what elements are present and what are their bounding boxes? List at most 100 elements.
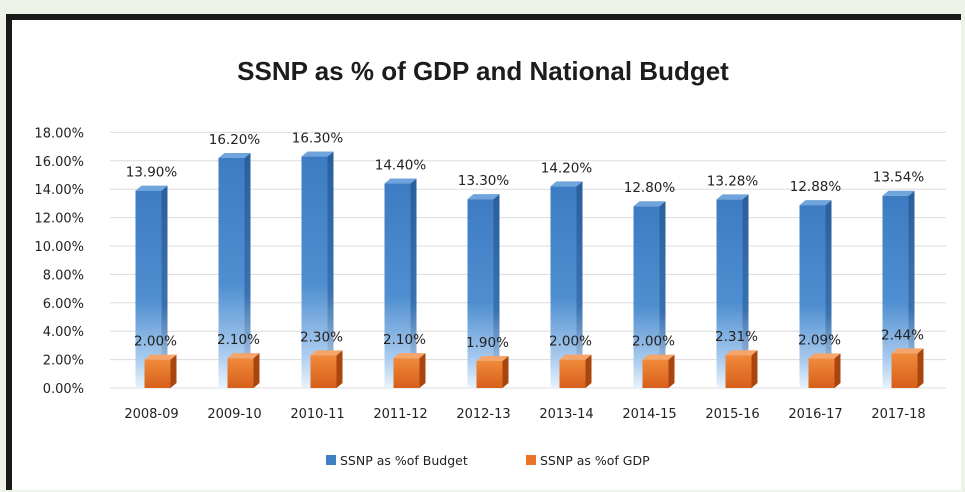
x-tick-label: 2009-10 bbox=[207, 407, 261, 422]
bar-top bbox=[808, 353, 841, 359]
bar-side bbox=[668, 354, 675, 388]
data-label-gdp: 2.00% bbox=[134, 334, 177, 350]
bar-budget-2010-11 bbox=[301, 151, 334, 388]
y-tick-label: 0.00% bbox=[43, 382, 84, 397]
bar-top bbox=[476, 356, 509, 362]
bar-budget-2009-10 bbox=[218, 152, 251, 388]
bar-gdp-2017-18 bbox=[891, 348, 924, 388]
bar-side bbox=[161, 185, 168, 388]
bar-gdp-2013-14 bbox=[559, 354, 592, 388]
legend: SSNP as %of Budget SSNP as %of GDP bbox=[326, 453, 650, 468]
bar-top bbox=[559, 354, 592, 360]
bar-top bbox=[891, 348, 924, 354]
bar-top bbox=[218, 152, 251, 158]
bar-side bbox=[336, 350, 343, 388]
bar-front bbox=[144, 359, 171, 388]
data-label-budget: 12.80% bbox=[624, 180, 676, 196]
bar-side bbox=[253, 353, 260, 388]
bar-side bbox=[825, 200, 832, 388]
data-label-budget: 16.20% bbox=[209, 132, 261, 148]
y-tick-label: 6.00% bbox=[43, 297, 84, 312]
bar-top bbox=[633, 201, 666, 207]
bar-top bbox=[716, 194, 749, 200]
bar-side bbox=[742, 194, 749, 388]
y-tick-label: 12.00% bbox=[34, 212, 84, 227]
bar-front bbox=[808, 358, 835, 388]
data-label-budget: 13.30% bbox=[458, 173, 510, 189]
bar-front bbox=[891, 353, 918, 388]
bar-gdp-2008-09 bbox=[144, 354, 177, 388]
bar-gdp-2014-15 bbox=[642, 354, 675, 388]
bar-gdp-2009-10 bbox=[227, 353, 260, 388]
bar-top bbox=[310, 350, 343, 356]
y-tick-label: 8.00% bbox=[43, 268, 84, 283]
bar-gdp-2016-17 bbox=[808, 353, 841, 388]
x-tick-label: 2008-09 bbox=[124, 407, 178, 422]
bar-side bbox=[410, 178, 417, 388]
chart-title: SSNP as % of GDP and National Budget bbox=[237, 56, 729, 86]
bar-top bbox=[882, 190, 915, 196]
data-label-gdp: 2.10% bbox=[217, 332, 260, 348]
bar-side bbox=[170, 354, 177, 388]
bar-front bbox=[310, 355, 337, 388]
bar-side bbox=[419, 353, 426, 388]
bar-top bbox=[135, 185, 168, 191]
bar-front bbox=[642, 359, 669, 388]
bar-top bbox=[301, 151, 334, 157]
bar-front bbox=[550, 186, 577, 388]
data-label-gdp: 1.90% bbox=[466, 335, 509, 351]
bar-top bbox=[144, 354, 177, 360]
y-tick-label: 4.00% bbox=[43, 325, 84, 340]
bar-top bbox=[799, 200, 832, 206]
bar-side bbox=[327, 151, 334, 388]
data-label-gdp: 2.10% bbox=[383, 332, 426, 348]
bar-front bbox=[301, 156, 328, 388]
x-tick-label: 2013-14 bbox=[539, 407, 593, 422]
bar-side bbox=[576, 181, 583, 388]
x-tick-label: 2011-12 bbox=[373, 407, 427, 422]
bar-top bbox=[725, 350, 758, 356]
y-tick-label: 16.00% bbox=[34, 155, 84, 170]
bar-front bbox=[476, 361, 503, 388]
bar-top bbox=[550, 181, 583, 187]
data-label-budget: 13.28% bbox=[707, 173, 759, 189]
bar-gdp-2012-13 bbox=[476, 356, 509, 388]
x-tick-label: 2015-16 bbox=[705, 407, 759, 422]
bar-side bbox=[502, 356, 509, 388]
data-label-gdp: 2.09% bbox=[798, 332, 841, 348]
data-label-gdp: 2.31% bbox=[715, 329, 758, 345]
y-tick-label: 10.00% bbox=[34, 240, 84, 255]
bar-budget-2013-14 bbox=[550, 181, 583, 388]
data-label-budget: 14.40% bbox=[375, 158, 427, 174]
data-label-budget: 14.20% bbox=[541, 160, 593, 176]
bar-side bbox=[751, 350, 758, 388]
x-axis: 2008-09 2009-10 2010-11 2011-12 2012-13 2013-… bbox=[124, 407, 925, 422]
data-label-budget: 13.90% bbox=[126, 165, 178, 181]
x-tick-label: 2014-15 bbox=[622, 407, 676, 422]
bar-top bbox=[467, 194, 500, 200]
bar-side bbox=[834, 353, 841, 388]
bar-top bbox=[393, 353, 426, 359]
x-tick-label: 2016-17 bbox=[788, 407, 842, 422]
bar-side bbox=[659, 201, 666, 388]
bar-side bbox=[244, 152, 251, 388]
bar-gdp-2010-11 bbox=[310, 350, 343, 388]
legend-swatch bbox=[526, 455, 536, 465]
legend-label: SSNP as %of Budget bbox=[340, 453, 468, 468]
data-label-budget: 13.54% bbox=[873, 170, 925, 186]
y-axis: 0.00% 2.00% 4.00% 6.00% 8.00% 10.00% 12.00% 14.… bbox=[34, 126, 84, 397]
bar-side bbox=[908, 190, 915, 388]
bar-gdp-2015-16 bbox=[725, 350, 758, 388]
x-tick-label: 2010-11 bbox=[290, 407, 344, 422]
bar-top bbox=[384, 178, 417, 184]
legend-label: SSNP as %of GDP bbox=[540, 453, 650, 468]
data-label-gdp: 2.30% bbox=[300, 329, 343, 345]
bar-front bbox=[725, 355, 752, 388]
data-label-budget: 16.30% bbox=[292, 131, 344, 147]
bar-top bbox=[227, 353, 260, 359]
bar-front bbox=[393, 358, 420, 388]
legend-swatch bbox=[326, 455, 336, 465]
bar-side bbox=[493, 194, 500, 388]
y-tick-label: 2.00% bbox=[43, 354, 84, 369]
